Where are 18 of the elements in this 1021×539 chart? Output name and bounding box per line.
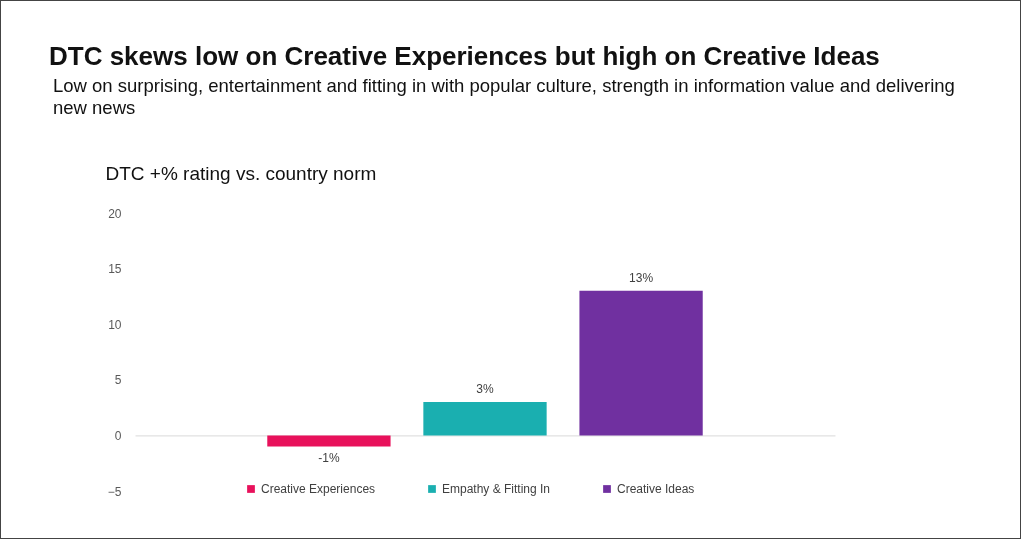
chart-subtitle: Low on surprising, entertainment and fitting in with popular culture, strength in information value and delivering new news: [53, 75, 956, 119]
data-label: 3%: [476, 382, 494, 397]
legend-label: Empathy & Fitting In: [442, 482, 551, 496]
chart-title: DTC skews low on Creative Experiences but high on Creative Ideas: [49, 41, 880, 72]
y-tick-label: 10: [108, 317, 122, 332]
legend-label: Creative Ideas: [617, 482, 695, 496]
y-tick-label: 0: [114, 428, 122, 443]
data-label: -1%: [318, 450, 340, 465]
y-tick-label: 15: [108, 262, 122, 277]
y-tick-label: 20: [108, 206, 122, 221]
y-tick-label: −5: [107, 484, 122, 499]
bar: [423, 402, 547, 436]
data-label: 13%: [629, 270, 654, 285]
bar: [579, 290, 703, 436]
legend-label: Creative Experiences: [261, 482, 376, 496]
bar: [267, 435, 391, 447]
y-tick-label: 5: [114, 373, 122, 388]
y-axis-title: DTC +% rating vs. country norm: [105, 162, 377, 184]
